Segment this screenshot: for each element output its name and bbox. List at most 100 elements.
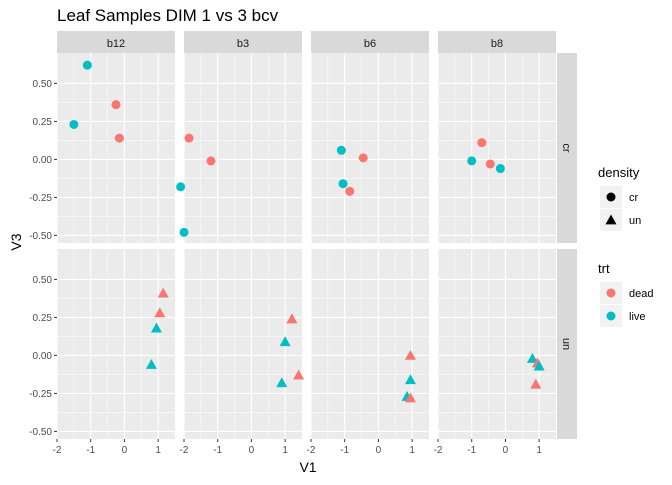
data-point-dead-circle: [477, 138, 487, 148]
data-point-live-triangle: [533, 360, 545, 371]
legend-label: live: [629, 311, 646, 323]
panel-b6-un: [310, 249, 429, 439]
facet-panels: b12 b3 b6 b8 cr un -0.50 -0.25 0.00 0.25 0.50 -0.50…: [29, 31, 577, 456]
data-point-live-circle: [467, 156, 477, 166]
chart-title: Leaf Samples DIM 1 vs 3 bcv: [57, 6, 279, 25]
row-strip-un: [557, 249, 577, 439]
facet-strip-label: b12: [107, 38, 125, 50]
y-tick-label: 0.00: [33, 155, 53, 166]
x-tick-label: 1: [155, 445, 161, 456]
data-point-dead-circle: [206, 156, 216, 166]
facet-strip-b6: [311, 31, 429, 54]
panel-b3-un: [183, 249, 302, 439]
data-point-live-circle: [69, 119, 79, 129]
data-point-live-circle: [176, 182, 186, 192]
panel-background: [438, 53, 556, 243]
y-tick-label: -0.25: [29, 389, 52, 400]
panel-background: [311, 53, 429, 243]
x-tick-label: 0: [376, 445, 382, 456]
data-point-dead-circle: [184, 133, 194, 143]
panel-b6-cr: [310, 53, 429, 243]
legend-key-dead: [606, 288, 616, 298]
y-tick-label: 0.25: [33, 117, 53, 128]
facet-strip-b3: [184, 31, 302, 54]
y-tick-label: -0.25: [29, 193, 52, 204]
panel-b8-un: [437, 249, 556, 439]
legend-label: dead: [629, 288, 653, 300]
legend-key-triangle: [605, 214, 617, 225]
row-strip-label: un: [560, 338, 572, 350]
data-point-dead-triangle: [286, 313, 298, 324]
data-point-dead-triangle: [154, 307, 166, 318]
y-tick-label: 0.00: [33, 351, 53, 362]
y-tick-label: 0.50: [33, 275, 53, 286]
data-point-live-triangle: [145, 359, 157, 369]
x-tick-label: -2: [180, 445, 189, 456]
y-tick-label: -0.50: [29, 231, 52, 242]
data-point-live-circle: [179, 227, 189, 237]
data-point-live-circle: [336, 145, 346, 155]
legend-label: un: [629, 215, 641, 227]
data-point-live-triangle: [150, 322, 162, 333]
data-point-live-triangle: [404, 374, 416, 385]
data-point-live-circle: [82, 60, 92, 70]
data-point-dead-circle: [114, 133, 124, 143]
panel-background: [57, 53, 175, 243]
panel-background: [57, 249, 175, 439]
data-point-dead-triangle: [157, 287, 169, 298]
data-point-dead-circle: [485, 159, 495, 169]
panel-b12-cr: [56, 53, 175, 243]
panel-background: [438, 249, 556, 439]
panel-background: [184, 53, 302, 243]
data-point-dead-triangle: [404, 349, 416, 360]
y-tick-label: 0.25: [33, 313, 53, 324]
data-point-dead-triangle: [293, 369, 305, 380]
x-tick-label: -1: [86, 445, 95, 456]
y-axis-label: V3: [8, 233, 24, 250]
data-point-dead-circle: [358, 153, 368, 163]
data-point-live-triangle: [526, 352, 538, 363]
x-tick-label: 0: [122, 445, 128, 456]
x-tick-label: -1: [467, 445, 476, 456]
data-point-live-triangle: [276, 377, 288, 388]
legend-label: cr: [629, 192, 639, 204]
data-point-live-circle: [495, 164, 505, 174]
x-tick-label: 0: [249, 445, 255, 456]
facet-strip-label: b8: [491, 38, 503, 50]
legend-key-circle: [606, 192, 616, 202]
x-axis-label: V1: [299, 459, 316, 475]
y-tick-label: 0.50: [33, 79, 53, 90]
row-strip-cr: [557, 53, 577, 243]
x-tick-label: 1: [409, 445, 415, 456]
x-tick-label: -1: [340, 445, 349, 456]
x-tick-label: 0: [503, 445, 509, 456]
x-tick-label: -2: [307, 445, 316, 456]
legend: density cr un trt dead live: [598, 165, 653, 327]
facet-strip-b8: [438, 31, 556, 54]
data-point-live-circle: [338, 179, 348, 189]
x-tick-label: 1: [536, 445, 542, 456]
data-point-dead-triangle: [404, 392, 416, 403]
legend-title: trt: [598, 261, 610, 276]
data-point-dead-circle: [345, 186, 355, 196]
panel-b8-cr: [437, 53, 556, 243]
facet-strip-label: b3: [237, 38, 249, 50]
facet-strip-label: b6: [364, 38, 376, 50]
data-point-live-triangle: [279, 336, 291, 347]
x-tick-label: -2: [434, 445, 443, 456]
panel-b12-un: [56, 249, 175, 439]
data-point-dead-triangle: [530, 378, 542, 389]
y-tick-label: -0.50: [29, 427, 52, 438]
x-tick-label: -1: [213, 445, 222, 456]
data-point-dead-circle: [111, 100, 121, 110]
panel-b3-cr: [183, 53, 302, 243]
panel-background: [311, 249, 429, 439]
legend-title: density: [598, 165, 640, 180]
facet-strip-b12: [57, 31, 175, 54]
x-tick-label: -2: [53, 445, 62, 456]
legend-key-live: [606, 311, 616, 321]
row-strip-label: cr: [560, 143, 572, 153]
x-tick-label: 1: [282, 445, 288, 456]
